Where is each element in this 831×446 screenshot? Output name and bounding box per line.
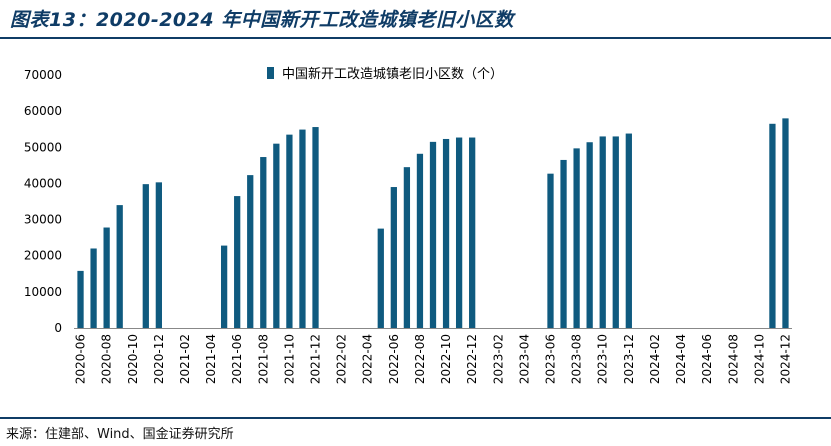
y-tick-label: 50000 (24, 140, 62, 154)
bar (234, 196, 241, 328)
x-tick-label: 2024-12 (778, 334, 792, 384)
x-tick-label: 2021-10 (282, 334, 296, 384)
bar (377, 228, 384, 328)
bar (299, 129, 306, 328)
bar (455, 137, 463, 328)
legend-label: 中国新开工改造城镇老旧小区数（个） (282, 66, 503, 82)
bar (416, 153, 424, 328)
bar (142, 184, 149, 328)
x-tick-label: 2021-02 (178, 334, 192, 384)
x-tick-label: 2021-06 (230, 334, 244, 384)
bars (77, 118, 789, 329)
x-tick-label: 2020-12 (152, 334, 166, 384)
bar (586, 142, 593, 328)
y-tick-label: 0 (54, 321, 62, 335)
y-axis: 0 10000 20000 30000 40000 50000 60000 70000 (24, 68, 62, 335)
bar (312, 127, 319, 328)
bar (247, 175, 254, 328)
x-tick-label: 2024-08 (726, 334, 740, 384)
bar (116, 205, 123, 328)
bar (429, 141, 437, 328)
bar (403, 167, 411, 328)
x-tick-label: 2024-06 (700, 334, 714, 384)
x-tick-label: 2022-12 (465, 334, 479, 384)
bar (273, 143, 280, 328)
bar (155, 182, 162, 328)
bar (90, 248, 97, 328)
x-tick-label: 2023-12 (622, 334, 636, 384)
bar (599, 136, 606, 328)
bar (560, 159, 567, 328)
x-tick-label: 2022-04 (361, 334, 375, 384)
bar (469, 137, 476, 328)
x-tick-label: 2023-04 (517, 334, 531, 384)
chart-title: 图表13：2020-2024 年中国新开工改造城镇老旧小区数 (10, 9, 514, 31)
bar (390, 187, 397, 328)
x-tick-label: 2023-02 (491, 334, 505, 384)
x-tick-label: 2023-08 (570, 334, 584, 384)
x-tick-label: 2021-08 (256, 334, 270, 384)
y-tick-label: 40000 (24, 176, 62, 190)
x-tick-label: 2022-10 (439, 334, 453, 384)
legend: 中国新开工改造城镇老旧小区数（个） (267, 66, 503, 82)
x-tick-label: 2023-06 (543, 334, 557, 384)
x-tick-label: 2023-10 (596, 334, 610, 384)
x-tick-label: 2020-08 (100, 334, 114, 384)
x-tick-label: 2022-02 (335, 334, 349, 384)
title-divider (0, 37, 831, 39)
footer-divider (0, 417, 831, 419)
bar (612, 136, 619, 328)
bar (782, 118, 789, 329)
bar (442, 138, 450, 328)
bar (769, 123, 776, 328)
bar (547, 173, 554, 328)
x-tick-label: 2024-10 (752, 334, 766, 384)
legend-swatch (267, 67, 274, 79)
x-tick-label: 2022-08 (413, 334, 427, 384)
x-axis: 2020-06 2020-08 2020-10 2020-12 2021-02 2021-… (74, 334, 793, 384)
y-tick-label: 10000 (24, 285, 62, 299)
y-tick-label: 20000 (24, 249, 62, 263)
x-tick-label: 2021-04 (204, 334, 218, 384)
bar (260, 157, 267, 328)
x-tick-label: 2021-12 (309, 334, 323, 384)
x-tick-label: 2024-02 (648, 334, 662, 384)
x-tick-label: 2020-10 (126, 334, 140, 384)
x-tick-label: 2024-04 (674, 334, 688, 384)
x-tick-label: 2022-06 (387, 334, 401, 384)
source-note: 来源：住建部、Wind、国金证券研究所 (6, 427, 234, 442)
bar (625, 133, 632, 328)
y-tick-label: 60000 (24, 104, 62, 118)
y-tick-label: 70000 (24, 68, 62, 82)
x-tick-label: 2020-06 (74, 334, 88, 384)
bar (573, 148, 580, 328)
bar (77, 270, 84, 328)
y-tick-label: 30000 (24, 213, 62, 227)
bar (103, 227, 110, 328)
bar (286, 134, 293, 328)
bar (220, 245, 228, 328)
